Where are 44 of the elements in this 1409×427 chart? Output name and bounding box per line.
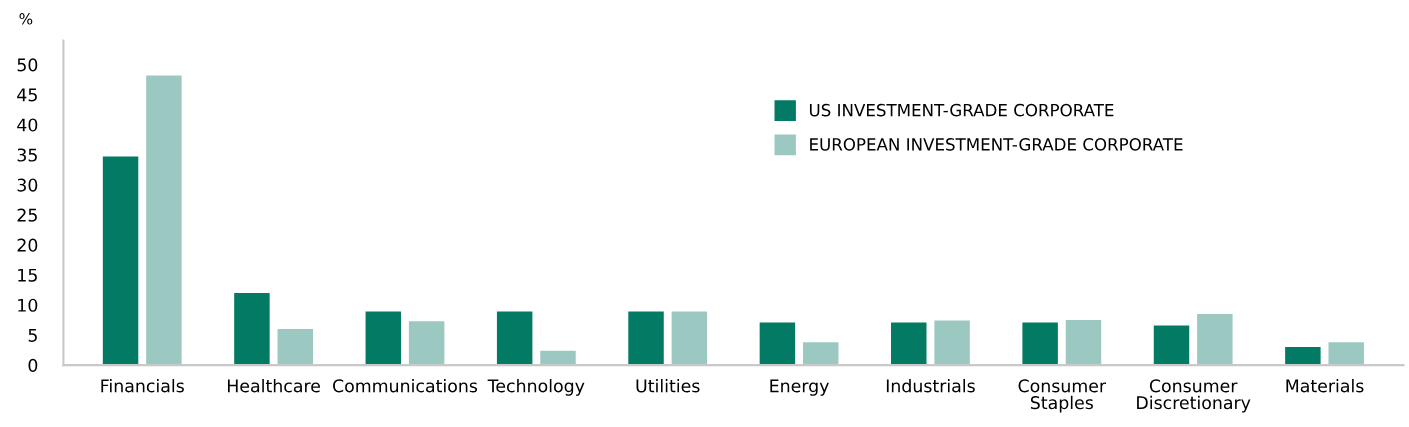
bar (277, 329, 314, 366)
bar (671, 311, 708, 366)
bar (365, 311, 402, 366)
bar (102, 156, 139, 366)
y-tick-label: 45 (17, 88, 37, 102)
x-tick-label: Technology (487, 378, 585, 396)
bar (540, 350, 576, 366)
x-tick-label: Industrials (886, 378, 975, 393)
bar (803, 342, 839, 366)
x-tick-label: Utilities (636, 378, 700, 393)
bar (408, 321, 445, 366)
y-tick-label: 15 (18, 268, 37, 282)
bar (496, 311, 533, 366)
bar (1197, 314, 1233, 366)
bar (1328, 342, 1364, 366)
bar (1285, 347, 1321, 366)
x-tick-label: Communications (333, 378, 478, 393)
y-tick-label: 30 (17, 178, 38, 192)
y-axis-title: % (19, 13, 33, 25)
x-tick-label: Consumer Discretionary (1137, 379, 1251, 413)
x-tick-label: Consumer Staples (1018, 379, 1107, 413)
bar (146, 75, 182, 366)
x-tick-label: Materials (1286, 378, 1364, 393)
bar (934, 320, 970, 366)
bar (628, 311, 664, 366)
y-tick-label: 50 (17, 58, 38, 72)
y-tick-label: 0 (28, 358, 38, 372)
y-tick-label: 5 (28, 328, 37, 342)
x-tick-label: Financials (101, 378, 184, 393)
y-tick-label: 25 (17, 208, 37, 222)
bar (1153, 325, 1190, 366)
bar (1022, 322, 1058, 366)
x-tick-label: Healthcare (227, 378, 320, 393)
bar (891, 322, 927, 366)
y-tick-label: 35 (17, 148, 37, 162)
y-tick-label: 10 (18, 298, 38, 312)
bar (759, 322, 796, 366)
bar (234, 292, 270, 366)
legend-label: US INVESTMENT-GRADE CORPORATE (809, 103, 1114, 117)
x-tick-label: Energy (770, 379, 829, 396)
y-tick-label: 40 (17, 118, 38, 132)
bar (1065, 320, 1102, 366)
legend-label: EUROPEAN INVESTMENT-GRADE CORPORATE (810, 138, 1183, 151)
y-tick-label: 20 (17, 238, 38, 252)
